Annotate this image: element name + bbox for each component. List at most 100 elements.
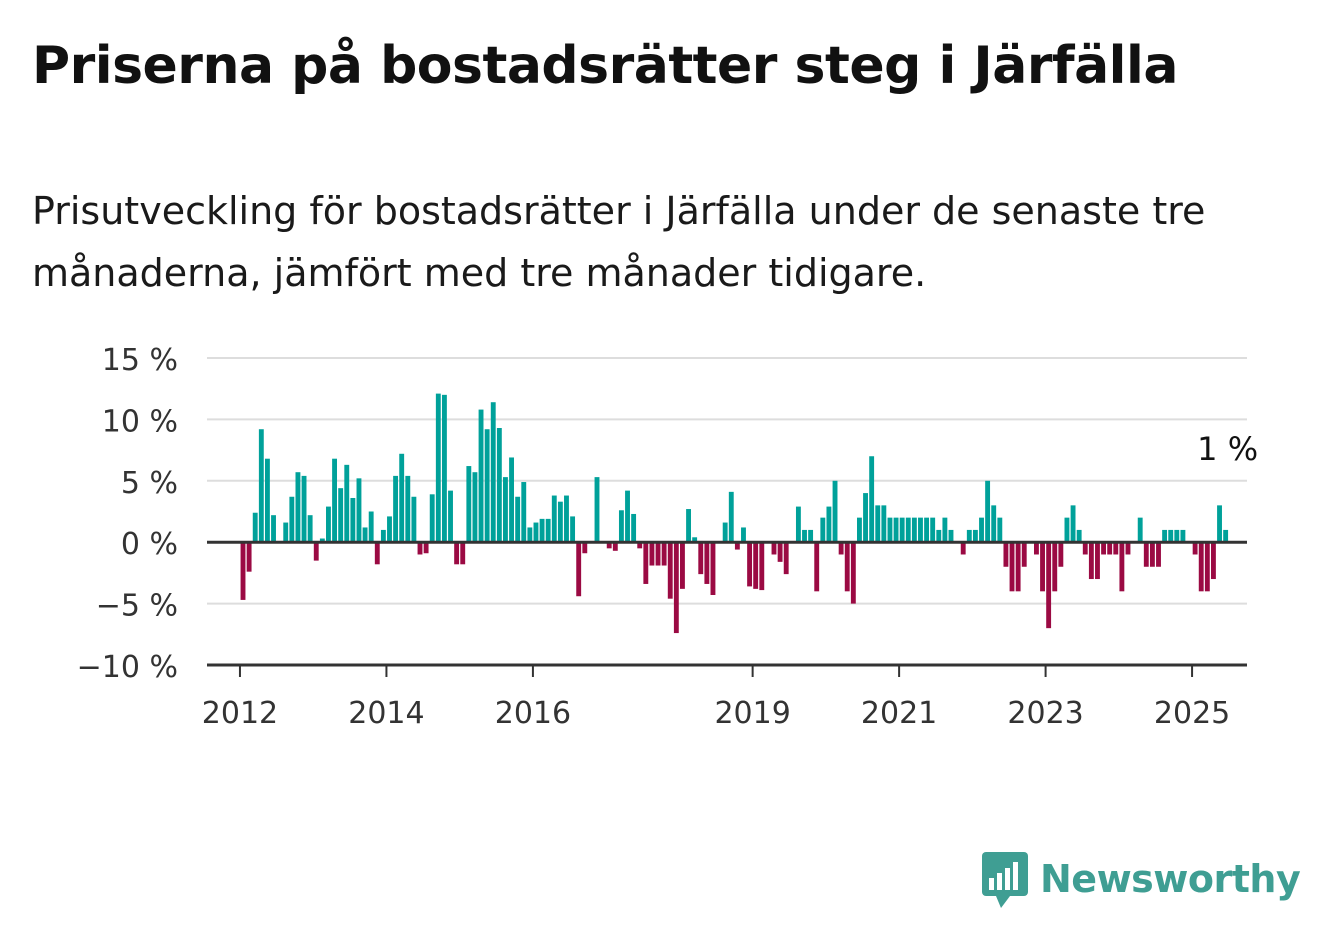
bar [924, 517, 930, 543]
bar [704, 542, 710, 584]
bar [1082, 542, 1088, 555]
bar-series [240, 393, 1229, 634]
bar [722, 522, 728, 543]
x-tick-label: 2021 [861, 696, 937, 731]
bar [832, 480, 838, 543]
bar [319, 538, 325, 543]
bar [1156, 542, 1161, 567]
bar [1137, 517, 1143, 543]
bar [344, 464, 350, 543]
bar [1180, 529, 1186, 543]
bar [417, 542, 423, 555]
bar [539, 518, 545, 543]
bar [582, 542, 588, 554]
bar [911, 517, 917, 543]
bar [1162, 529, 1168, 543]
x-tick-label: 2016 [495, 696, 571, 731]
bar [258, 429, 264, 543]
x-tick-label: 2023 [1007, 696, 1083, 731]
bar [515, 496, 521, 543]
bar [1064, 517, 1070, 543]
brand-name: Newsworthy [1040, 857, 1301, 901]
bar [771, 542, 777, 555]
bar [936, 529, 942, 543]
bar [759, 542, 765, 591]
newsworthy-logo-icon [982, 852, 1028, 908]
bar [643, 542, 649, 584]
x-tick-label: 2019 [714, 696, 790, 731]
bar [1149, 542, 1155, 567]
bar [246, 542, 252, 572]
bar [411, 496, 417, 543]
bar [557, 501, 563, 543]
bar [295, 472, 301, 543]
axes [207, 540, 1247, 677]
bar [863, 493, 868, 543]
bar [1088, 542, 1094, 580]
bar [399, 453, 405, 543]
bar [692, 537, 698, 543]
bar [637, 542, 643, 549]
bar [820, 517, 826, 543]
bar [460, 542, 466, 565]
x-tick-label: 2025 [1154, 696, 1230, 731]
bar [338, 488, 344, 543]
bar [429, 494, 435, 543]
bar [252, 512, 258, 543]
bar [649, 542, 655, 566]
bar [905, 517, 911, 543]
bar [1125, 542, 1131, 555]
y-tick-label: 10 % [102, 404, 178, 439]
bar [448, 490, 453, 543]
bar [362, 527, 368, 543]
bar [625, 490, 630, 543]
y-tick-label: 5 % [121, 466, 178, 501]
bar [857, 517, 862, 543]
bar [814, 542, 820, 592]
bar [960, 542, 966, 555]
bar [289, 496, 295, 543]
bar [1168, 529, 1174, 543]
bar [1210, 542, 1216, 580]
bar [466, 466, 472, 543]
y-tick-label: −5 % [96, 589, 178, 624]
bar [881, 505, 887, 543]
bar [1052, 542, 1058, 592]
bar [942, 517, 948, 543]
bar [838, 542, 844, 555]
bar [527, 527, 533, 543]
bar [564, 495, 569, 543]
bar [576, 542, 582, 597]
bar [1046, 542, 1052, 629]
bar [667, 542, 673, 599]
brand-logo: Newsworthy [980, 848, 1301, 910]
bar [1174, 529, 1180, 543]
bar [753, 542, 759, 589]
bar [966, 529, 972, 543]
x-tick-label: 2012 [202, 696, 278, 731]
bar [747, 542, 753, 587]
bar [606, 542, 612, 549]
bar [918, 517, 923, 543]
bar [1058, 542, 1064, 567]
bar [307, 515, 313, 543]
bar [1009, 542, 1015, 592]
bar [368, 511, 374, 543]
y-tick-label: 0 % [121, 527, 178, 562]
bar [393, 475, 399, 543]
bar [423, 542, 429, 554]
bar [1217, 505, 1222, 543]
gridlines [207, 357, 1247, 605]
bar [240, 542, 246, 600]
bar [673, 542, 679, 634]
bar [795, 506, 801, 543]
bar [741, 527, 746, 543]
bar [271, 515, 276, 543]
bar [1021, 542, 1027, 567]
bar [991, 505, 997, 543]
bar [783, 542, 789, 575]
bar [551, 495, 557, 543]
bar [484, 429, 490, 543]
bar [612, 542, 618, 551]
bar [948, 529, 954, 543]
